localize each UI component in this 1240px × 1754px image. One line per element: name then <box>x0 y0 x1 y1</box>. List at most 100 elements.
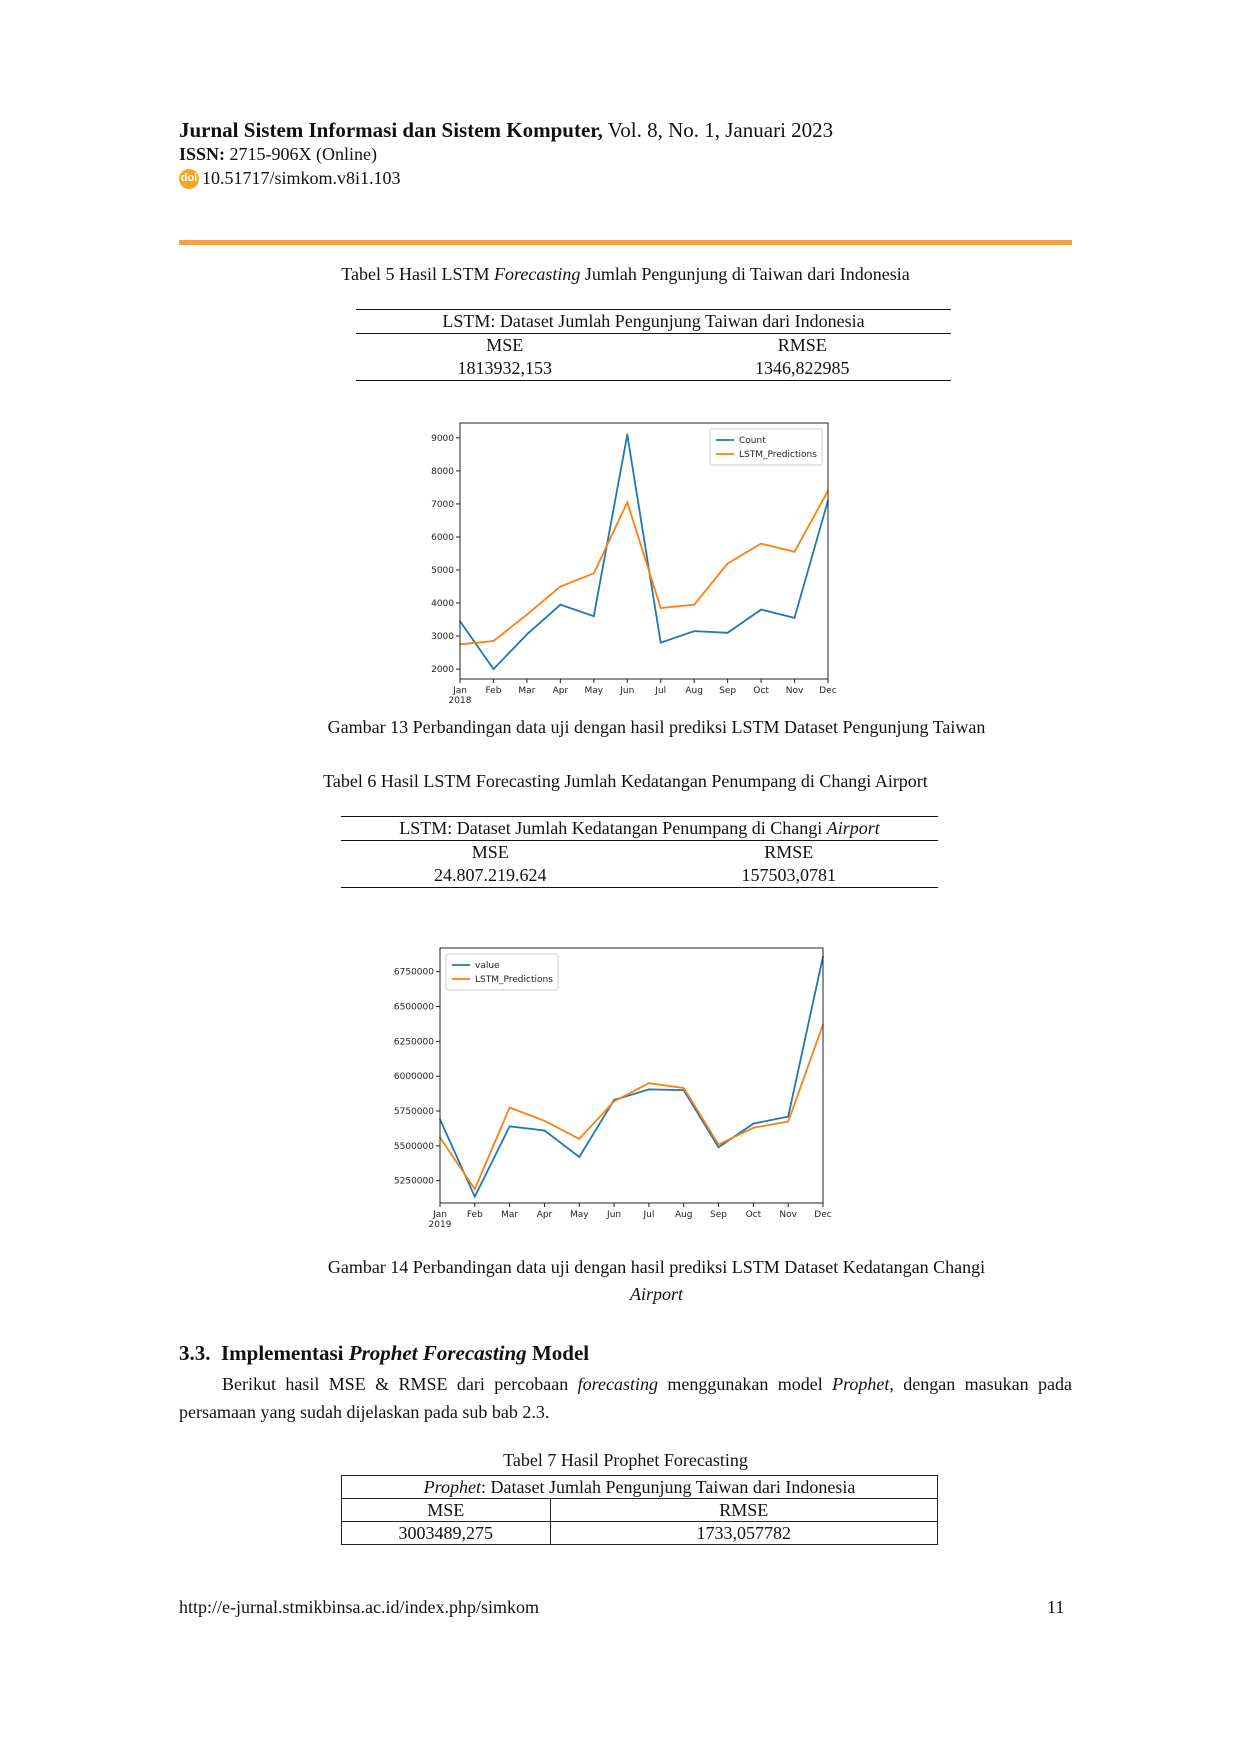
chart13-legend-box <box>709 428 823 466</box>
chart14-ytick-label: 6500000 <box>394 1003 434 1013</box>
chart14-series-1-point <box>578 1138 581 1140</box>
chart14-xtick-label: Jul <box>642 1210 654 1220</box>
chart13-xtick-label: Jun <box>619 686 634 696</box>
figure13-chart: 2000 3000 4000 5000 6000 7000 8000 9000 Jan Feb Ma… <box>431 422 837 706</box>
journal-name: Jurnal Sistem Informasi dan Sistem Kompu… <box>179 118 603 142</box>
chart14-legend: value LSTM_Predictions <box>445 953 559 991</box>
table6-header-mse: MSE <box>471 842 509 862</box>
doi-link[interactable]: 10.51717/simkom.v8i1.103 <box>202 168 401 188</box>
chart13-ytick-label: 4000 <box>431 599 454 609</box>
chart13-series-0-point <box>693 630 696 633</box>
chart14-year-label: 2019 <box>429 1220 452 1230</box>
table6-rmse-value: 157503,0781 <box>741 865 837 885</box>
footer-url[interactable]: http://e-jurnal.stmikbinsa.ac.id/index.p… <box>179 1597 539 1617</box>
table6-title-prefix: LSTM: Dataset Jumlah Kedatangan Penumpan… <box>399 818 827 838</box>
chart13-series-count-line <box>459 434 829 671</box>
table5-title: LSTM: Dataset Jumlah Pengunjung Taiwan d… <box>442 311 865 331</box>
table5-rmse-value: 1346,822985 <box>755 358 850 378</box>
section-paragraph: Berikut hasil MSE & RMSE dari percobaan … <box>179 1370 1072 1426</box>
issn-label: ISSN: <box>179 144 226 164</box>
chart13-xtick-label: Aug <box>685 686 703 696</box>
chart13-series-0-point <box>760 608 762 611</box>
chart13-series-0-point <box>726 631 729 634</box>
journal-header: Jurnal Sistem Informasi dan Sistem Kompu… <box>179 118 833 143</box>
chart14-xtick-label: Oct <box>746 1210 762 1220</box>
chart14-ytick-label: 5500000 <box>394 1142 434 1152</box>
section-title-prefix: Implementasi <box>221 1341 349 1365</box>
page-number: 11 <box>1047 1597 1065 1617</box>
figure13-caption: Gambar 13 Perbandingan data uji dengan h… <box>327 717 986 737</box>
chart13-ytick-label: 7000 <box>431 500 454 510</box>
chart13-xtick-label: Mar <box>518 686 535 696</box>
issn-value: 2715-906X (Online) <box>229 144 378 164</box>
chart14-series-0-point <box>578 1156 581 1158</box>
section-title-suffix: Model <box>526 1341 590 1365</box>
chart14-series-1-point <box>787 1120 790 1123</box>
table7-caption: Tabel 7 Hasil Prophet Forecasting <box>503 1450 748 1470</box>
chart13-series-1-point <box>526 613 528 616</box>
figure14-caption-line2: Airport <box>179 1284 1134 1305</box>
chart13-legend-label: Count <box>739 436 766 446</box>
chart14-series-1-point <box>648 1082 650 1085</box>
chart13-xtick-label: Nov <box>786 686 804 696</box>
chart13-series-1-point <box>626 501 629 504</box>
chart14-series-1-point <box>508 1106 511 1109</box>
table5-caption: Tabel 5 Hasil LSTM Forecasting Jumlah Pe… <box>179 264 1072 285</box>
chart14-series-0-point <box>508 1125 511 1128</box>
chart13-series-1-point <box>492 640 495 642</box>
chart13-series-0-point <box>626 433 629 436</box>
chart13-series-1-point <box>726 562 729 565</box>
chart13-ytick-label: 3000 <box>431 632 454 642</box>
issn-line: ISSN: 2715-906X (Online) <box>179 144 377 165</box>
chart14-legend-label: LSTM_Predictions <box>475 975 553 985</box>
doi-icon: doi <box>179 168 199 189</box>
chart13-series-1-point <box>659 607 662 609</box>
chart14-series-0-point <box>543 1129 546 1132</box>
para-italic1: forecasting <box>577 1374 658 1394</box>
table6-mse-value: 24.807.219.624 <box>434 865 547 885</box>
section-number: 3.3. <box>179 1341 211 1365</box>
figure14-chart: 5250000 5500000 5750000 6000000 6250000 65000… <box>394 947 832 1230</box>
chart14-ytick-label: 6250000 <box>394 1037 434 1047</box>
chart13-series-lstm-predictions-line <box>459 490 829 646</box>
chart13-xtick-label: Jul <box>654 686 666 696</box>
table5-caption-suffix: Jumlah Pengunjung di Taiwan dari Indones… <box>580 264 910 284</box>
para-part2: menggunakan model <box>657 1374 833 1394</box>
chart13-plot-frame <box>459 422 829 680</box>
table6-title: LSTM: Dataset Jumlah Kedatangan Penumpan… <box>341 817 938 841</box>
table5: LSTM: Dataset Jumlah Pengunjung Taiwan d… <box>356 309 951 381</box>
table5-caption-prefix: Tabel 5 Hasil LSTM <box>341 264 495 284</box>
chart14-series-1-point <box>613 1100 615 1103</box>
figure14-caption-line1: Gambar 14 Perbandingan data uji dengan h… <box>327 1257 986 1277</box>
chart14-xtick-label: Aug <box>675 1210 693 1220</box>
chart14-ytick-label: 6750000 <box>394 968 434 978</box>
chart14-legend-box <box>445 953 559 991</box>
chart14-series-1-point <box>543 1119 546 1122</box>
chart13-series-0-point <box>492 668 495 670</box>
table6-title-italic: Airport <box>826 818 880 838</box>
chart13-series-1-point <box>559 585 562 588</box>
table7-title-rest: : Dataset Jumlah Pengunjung Taiwan dari … <box>481 1477 856 1497</box>
chart13-ytick-label: 8000 <box>431 467 454 477</box>
chart13-ytick-label: 5000 <box>431 566 454 576</box>
section-heading: 3.3. Implementasi Prophet Forecasting Mo… <box>179 1341 589 1366</box>
table6: LSTM: Dataset Jumlah Kedatangan Penumpan… <box>341 816 938 888</box>
chart14-xtick-label: Nov <box>779 1210 797 1220</box>
table7: Prophet: Dataset Jumlah Pengunjung Taiwa… <box>341 1475 939 1545</box>
chart13-series-1-point <box>693 603 696 606</box>
chart14-plot-frame <box>439 947 824 1204</box>
chart13-ytick-label: 9000 <box>431 434 454 444</box>
chart13-xtick-label: Jan <box>452 686 467 696</box>
chart14-series-lstm-predictions-line <box>439 1024 824 1191</box>
chart13-xtick-label: Sep <box>719 686 736 696</box>
chart13-xtick-label: Oct <box>753 686 769 696</box>
chart14-ytick-label: 5750000 <box>394 1107 434 1117</box>
chart14-xtick-label: Sep <box>710 1210 727 1220</box>
chart13-series-1-point <box>592 572 595 575</box>
para-part3: , dengan masukan pada persamaan yang sud… <box>179 1374 1072 1422</box>
chart13-ytick-label: 6000 <box>431 533 454 543</box>
chart13-year-label: 2018 <box>449 696 472 706</box>
chart14-series-value-line <box>439 956 824 1199</box>
chart13-xtick-label: May <box>585 686 604 696</box>
para-part1: Berikut hasil MSE & RMSE dari percobaan <box>222 1374 578 1394</box>
